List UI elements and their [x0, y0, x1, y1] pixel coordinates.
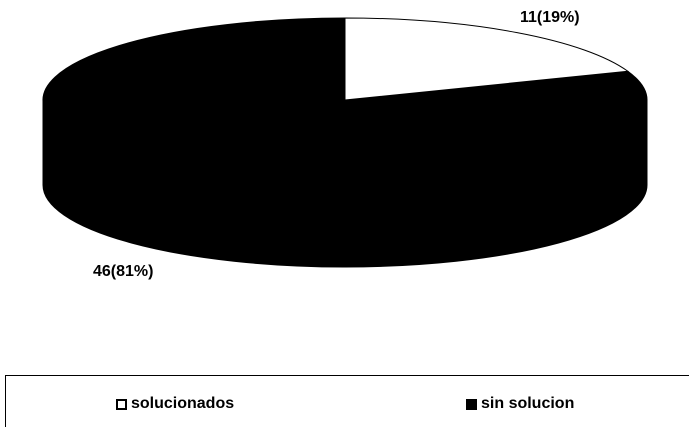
legend-label-sin-solucion: sin solucion: [481, 395, 575, 412]
legend-item-sin-solucion: sin solucion: [466, 395, 574, 413]
chart-legend: solucionados sin solucion: [5, 375, 689, 427]
pie-chart: [42, 17, 648, 268]
legend-swatch-solucionados: [116, 398, 127, 410]
legend-label-solucionados: solucionados: [131, 395, 235, 412]
data-label-sin-solucion: 46(81%): [93, 263, 154, 280]
legend-swatch-sin-solucion: [466, 398, 477, 410]
legend-item-solucionados: solucionados: [116, 395, 234, 413]
data-label-solucionados: 11(19%): [520, 9, 580, 26]
slice-solucionados: [344, 17, 630, 101]
